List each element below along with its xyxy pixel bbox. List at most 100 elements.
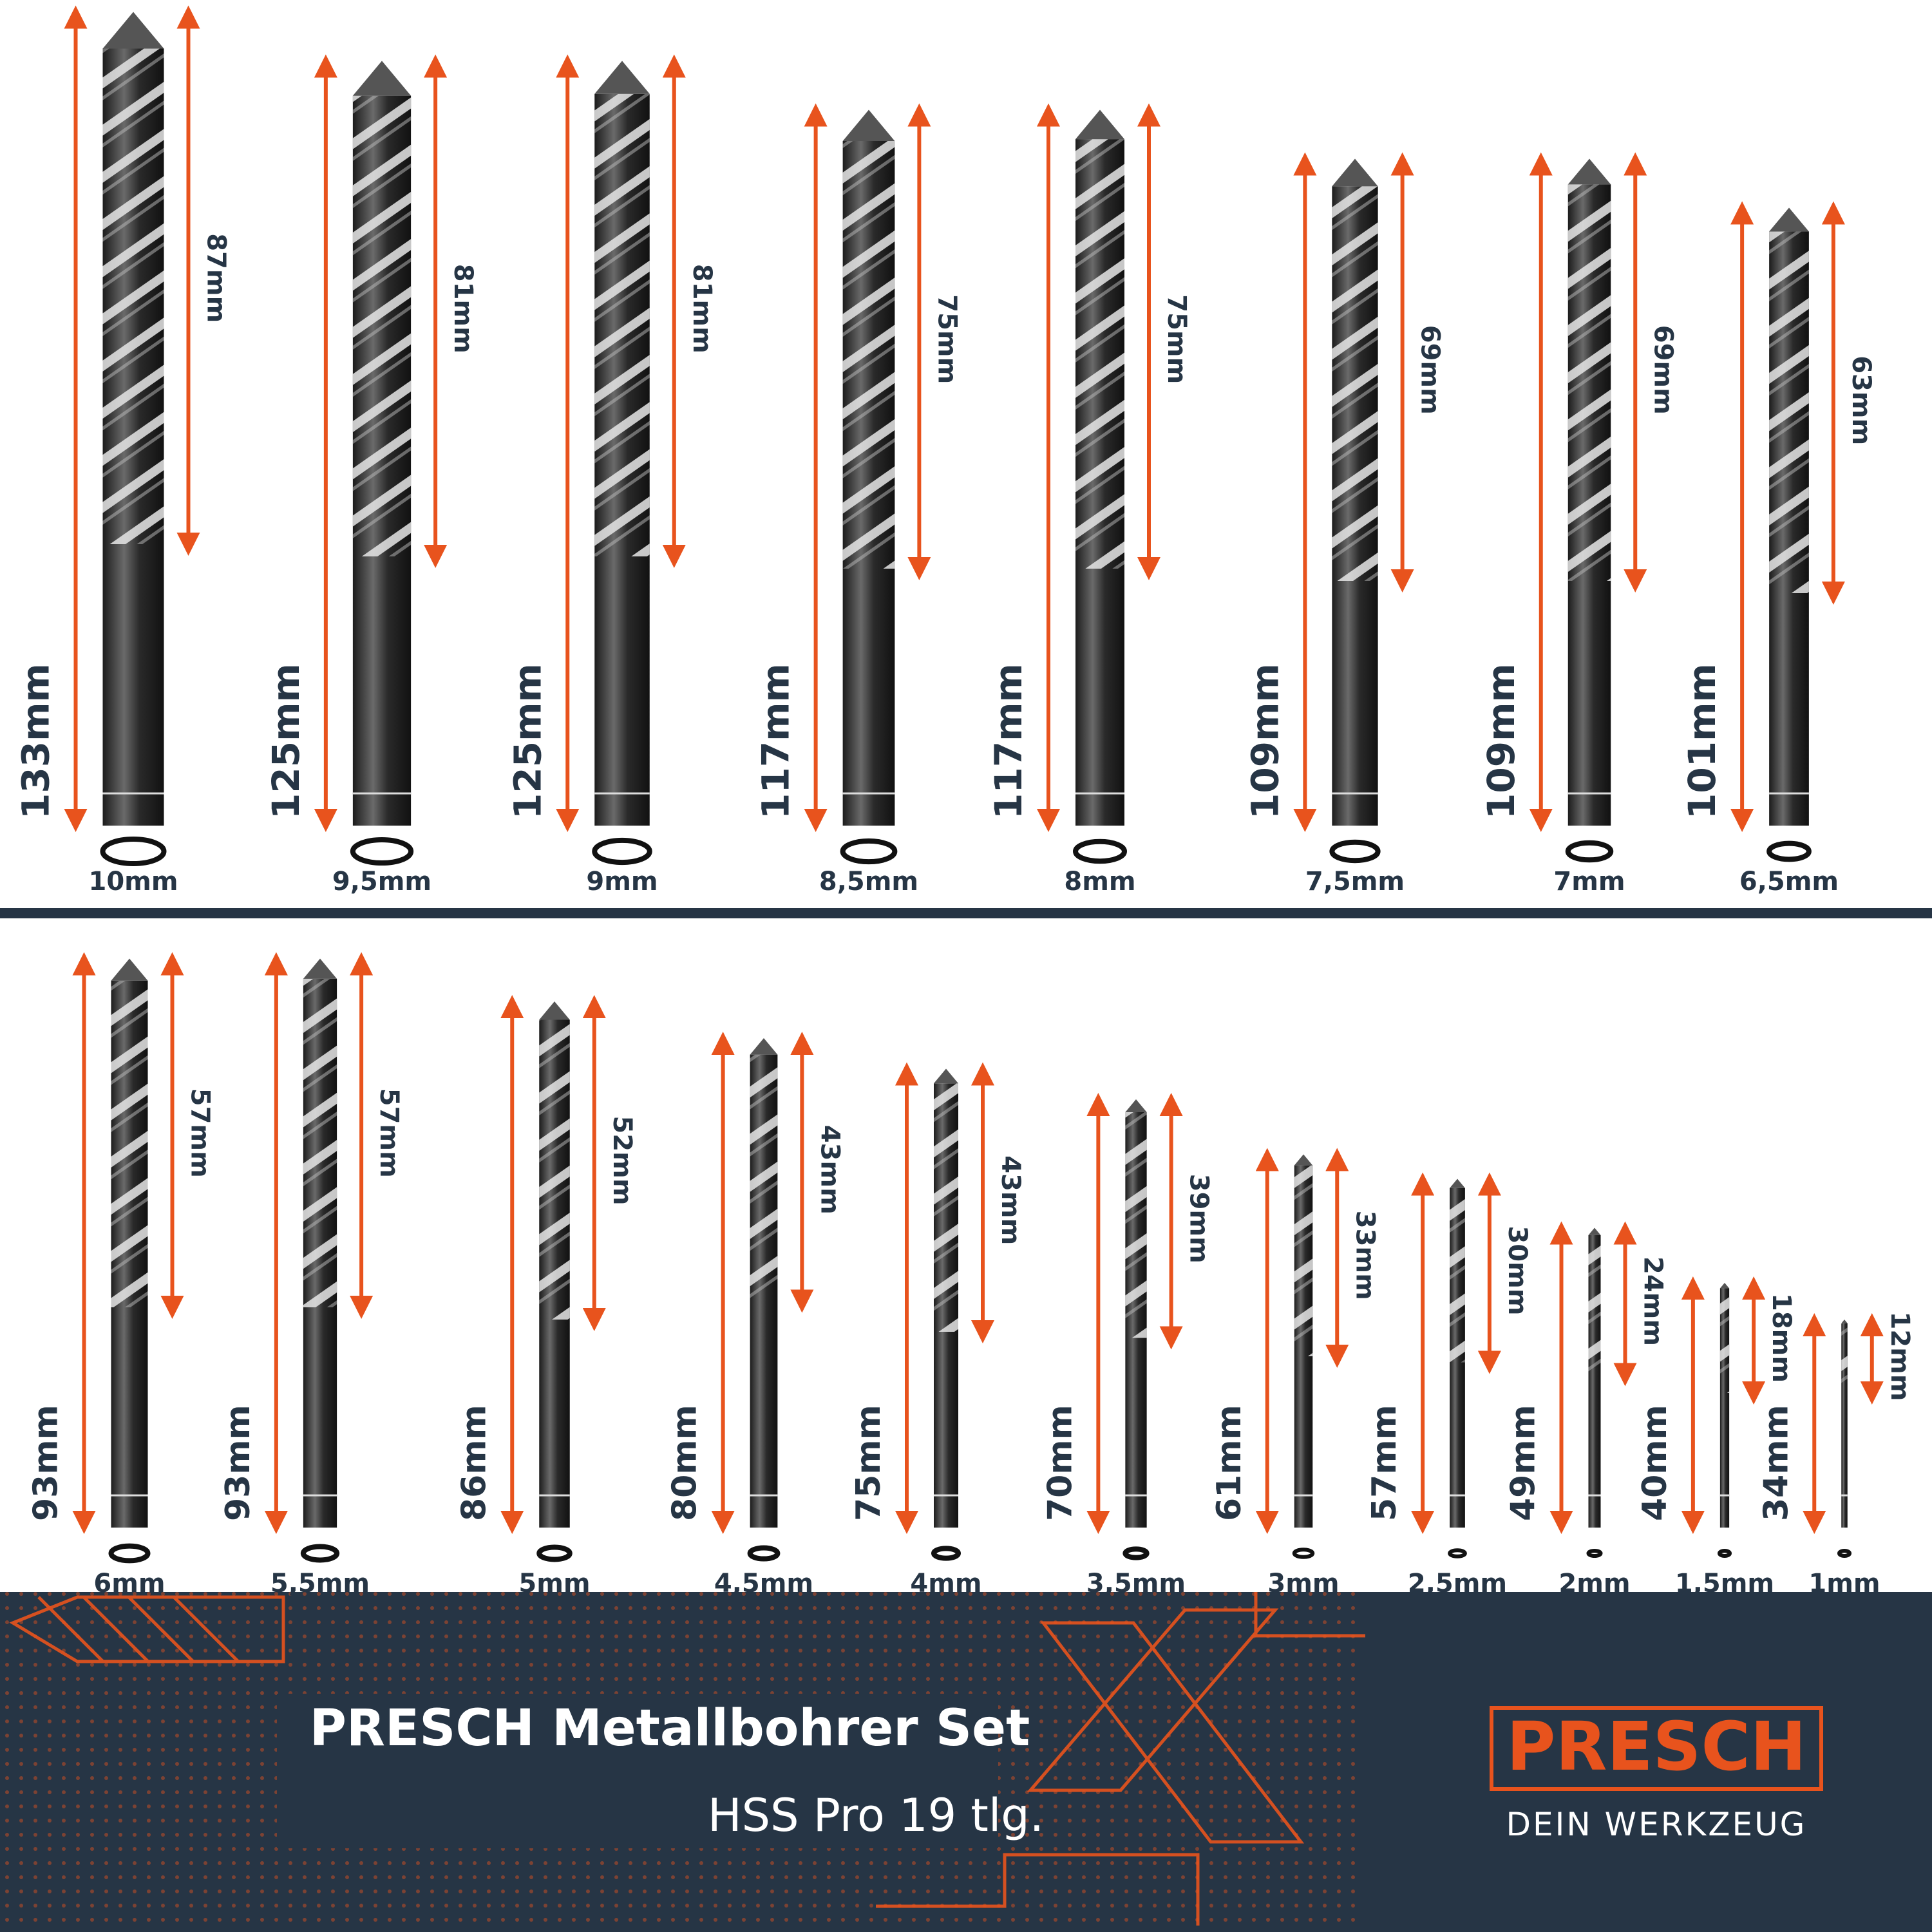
total-length: 93mm [27, 1405, 66, 1521]
diameter-ring [592, 837, 652, 866]
drill: 125mm 81mm 9mm [506, 54, 717, 896]
total-length: 109mm [1243, 663, 1287, 819]
drill-shank [750, 1301, 778, 1528]
diameter-ring [931, 1546, 961, 1561]
drill-shank [1332, 581, 1378, 826]
total-length: 80mm [666, 1405, 705, 1521]
drill-tip [1769, 207, 1809, 232]
drill: 109mm 69mm 7mm [1479, 152, 1678, 896]
drill-tip [352, 61, 412, 96]
diameter-label: 4mm [910, 1569, 981, 1598]
diameter-label: 9mm [586, 867, 658, 896]
drill: 109mm 69mm 7,5mm [1243, 152, 1445, 896]
diameter-label: 10mm [88, 867, 178, 896]
drill-shank [1075, 569, 1124, 826]
total-length: 40mm [1636, 1405, 1674, 1521]
drill-tip [1719, 1283, 1730, 1289]
drill-shank [1841, 1393, 1848, 1528]
title-backdrop [277, 1694, 998, 1848]
diameter-ring [108, 1543, 151, 1564]
flute-length: 87mm [202, 233, 231, 323]
flute-length: 52mm [607, 1115, 637, 1205]
drill: 70mm 39mm 3,5mm [1041, 1093, 1214, 1598]
footer: PRESCH Metallbohrer Set HSS Pro 19 tlg. … [0, 1592, 1932, 1932]
drill-shank [352, 556, 412, 826]
footer-lines [9, 1592, 1365, 1926]
total-length: 61mm [1210, 1405, 1249, 1521]
total-length: 49mm [1504, 1405, 1543, 1521]
drill-tip [1588, 1227, 1601, 1235]
flute-length: 33mm [1350, 1211, 1379, 1300]
footer-title: PRESCH Metallbohrer Set [310, 1700, 1030, 1757]
flute-length: 24mm [1638, 1256, 1668, 1346]
drill-twist [1332, 186, 1378, 581]
diameter-label: 8mm [1064, 867, 1135, 896]
drill: 117mm 75mm 8,5mm [754, 103, 961, 896]
flute-length: 81mm [687, 264, 717, 354]
drill-tip [594, 61, 650, 94]
diameter-label: 1,5mm [1675, 1569, 1774, 1598]
drill-tip [1075, 109, 1124, 140]
total-length: 117mm [754, 663, 798, 819]
total-length: 125mm [506, 663, 549, 819]
drill-tip [1294, 1154, 1313, 1166]
drill-tip [303, 958, 337, 979]
drill-shank [1125, 1338, 1147, 1528]
diameter-ring [840, 838, 898, 865]
diameter-ring [1565, 840, 1614, 863]
drill-twist [111, 980, 148, 1307]
drill-tip [539, 1001, 570, 1020]
flute-length: 57mm [185, 1088, 215, 1178]
total-length: 34mm [1757, 1405, 1795, 1521]
drill-tip [1125, 1099, 1147, 1112]
flute-length: 30mm [1502, 1226, 1532, 1315]
drill-twist [934, 1083, 958, 1332]
diameter-label: 6,5mm [1739, 867, 1839, 896]
drill: 117mm 75mm 8mm [987, 103, 1191, 896]
drill-twist [1719, 1288, 1730, 1393]
total-length: 57mm [1365, 1405, 1404, 1521]
footer-subtitle: HSS Pro 19 tlg. [708, 1789, 1044, 1842]
diameter-label: 9,5mm [332, 867, 431, 896]
diameter-ring [1073, 838, 1127, 864]
drill-shank [1294, 1356, 1313, 1528]
drill-shank [1588, 1374, 1601, 1528]
diameter-label: 3,5mm [1086, 1569, 1186, 1598]
flute-length: 43mm [815, 1125, 844, 1215]
drill-shank [594, 556, 650, 826]
drill: 93mm 57mm 5,5mm [219, 952, 404, 1598]
flute-length: 75mm [1162, 294, 1191, 384]
drill: 61mm 33mm 3mm [1210, 1148, 1379, 1598]
flute-length: 18mm [1766, 1293, 1796, 1383]
diameter-ring [536, 1544, 573, 1562]
drill: 49mm 24mm 2mm [1504, 1221, 1668, 1598]
diameter-label: 4,5mm [714, 1569, 813, 1598]
diameter-ring [300, 1544, 340, 1563]
drill-tip [750, 1038, 778, 1055]
diameter-label: 1mm [1808, 1569, 1880, 1598]
logo-name: PRESCH [1506, 1707, 1806, 1786]
flute-length: 69mm [1648, 325, 1678, 415]
drill-tip [842, 109, 895, 141]
flute-length: 63mm [1846, 355, 1876, 445]
drill-shank [539, 1320, 570, 1528]
drill-twist [352, 95, 412, 556]
drill-shank [102, 544, 164, 826]
drill-shank [1719, 1393, 1730, 1528]
total-length: 133mm [14, 663, 58, 819]
drill: 125mm 81mm 9,5mm [264, 54, 478, 896]
drill-shank [303, 1307, 337, 1528]
drill: 34mm 12mm 1mm [1757, 1311, 1915, 1598]
diameter-label: 7,5mm [1305, 867, 1405, 896]
drill-tip [934, 1068, 958, 1084]
drill: 133mm 87mm 10mm [14, 5, 231, 896]
total-length: 86mm [455, 1405, 493, 1521]
drill-twist [1075, 139, 1124, 569]
drill-tip [1841, 1320, 1848, 1323]
flute-length: 81mm [448, 264, 478, 354]
drill-twist [1841, 1323, 1848, 1393]
total-length: 125mm [264, 663, 308, 819]
flute-length: 12mm [1885, 1311, 1915, 1401]
drill-tip [111, 958, 148, 981]
logo-tagline: DEIN WERKZEUG [1506, 1806, 1807, 1843]
